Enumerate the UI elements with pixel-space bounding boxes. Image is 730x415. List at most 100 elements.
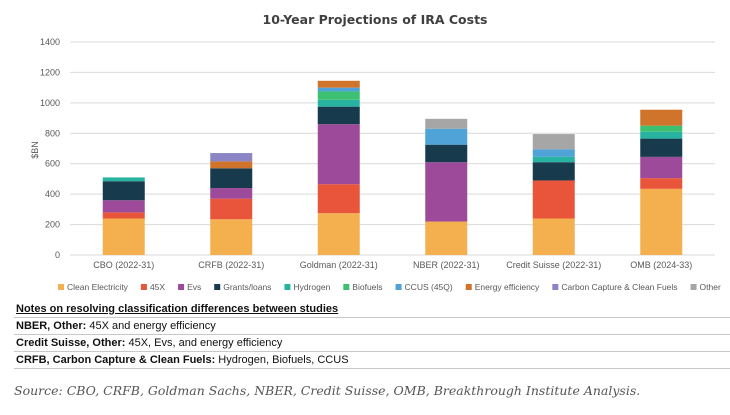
note-label: NBER, Other: <box>16 320 87 332</box>
legend-item: Biofuels <box>343 282 383 292</box>
x-tick-labels: CBO (2022-31) CRFB (2022-31) Goldman (2022… <box>93 260 692 270</box>
legend-label: 45X <box>150 282 165 292</box>
bar-stack <box>210 153 253 255</box>
bar-segment-grants-loans <box>640 138 683 157</box>
bar-segment-other <box>532 134 575 150</box>
bar-segment-clean-electricity <box>425 221 468 255</box>
x-tick-label: NBER (2022-31) <box>413 260 480 270</box>
y-tick-label: 800 <box>45 128 60 138</box>
bar-segment-hydrogen <box>532 156 575 163</box>
legend-swatch <box>343 284 350 290</box>
note-label: CRFB, Carbon Capture & Clean Fuels: <box>16 354 216 366</box>
bar-segment-45x <box>532 180 575 219</box>
bar-segment-hydrogen <box>317 99 360 107</box>
x-tick-label: OMB (2024-33) <box>630 260 692 270</box>
legend-label: Evs <box>187 282 201 292</box>
bar-segment-45x <box>317 184 360 214</box>
bar-segment-hydrogen <box>102 177 145 182</box>
bar-segment-biofuels <box>640 125 683 132</box>
legend-swatch <box>552 284 559 290</box>
note-text: Hydrogen, Biofuels, CCUS <box>215 354 349 366</box>
bar-segment-clean-electricity <box>210 219 253 255</box>
legend-swatch <box>284 284 291 290</box>
y-tick-label: 200 <box>45 220 60 230</box>
bar-segment-other <box>425 118 468 129</box>
bar-segment-grants-loans <box>425 144 468 163</box>
legend-item: Grants/loans <box>214 282 271 292</box>
note-row: NBER, Other: 45X and energy efficiency <box>14 318 730 335</box>
legend-label: Carbon Capture & Clean Fuels <box>561 282 677 292</box>
bars <box>102 80 683 255</box>
legend-swatch <box>58 284 64 290</box>
stacked-bar-chart: 10-Year Projections of IRA Costs $BN 0 20… <box>30 12 721 292</box>
legend-item: Clean Electricity <box>58 282 129 292</box>
note-text: 45X, Evs, and energy efficiency <box>125 337 283 349</box>
bar-stack <box>102 177 145 255</box>
note-row: Credit Suisse, Other: 45X, Evs, and ener… <box>14 335 730 352</box>
bar-segment-evs <box>640 156 683 179</box>
legend-swatch <box>395 284 402 290</box>
bar-segment-clean-electricity <box>532 218 575 255</box>
bar-stack <box>317 80 360 255</box>
x-tick-label: CBO (2022-31) <box>93 260 154 270</box>
source-caption: Source: CBO, CRFB, Goldman Sachs, NBER, … <box>14 383 641 398</box>
bar-segment-ccus-45q <box>532 149 575 157</box>
bar-segment-clean-electricity <box>640 188 683 255</box>
gridlines <box>70 41 715 256</box>
bar-segment-ccus-45q <box>425 128 468 145</box>
legend-item: Hydrogen <box>284 282 331 292</box>
bar-segment-clean-electricity <box>317 213 360 255</box>
bar-stack <box>425 118 468 255</box>
legend-item: CCUS (45Q) <box>395 282 453 292</box>
y-tick-label: 400 <box>45 189 60 199</box>
legend-swatch <box>178 284 185 290</box>
bar-segment-energy-efficiency <box>317 80 360 88</box>
bar-segment-45x <box>210 198 253 220</box>
legend-label: Energy efficiency <box>475 282 540 292</box>
bar-segment-energy-efficiency <box>210 161 253 169</box>
y-tick-label: 0 <box>55 250 60 260</box>
bar-segment-45x <box>640 178 683 189</box>
y-tick-label: 1000 <box>40 98 60 108</box>
x-tick-label: Goldman (2022-31) <box>300 260 378 270</box>
y-axis-label: $BN <box>30 141 40 159</box>
note-text: 45X and energy efficiency <box>86 320 216 332</box>
note-row: CRFB, Carbon Capture & Clean Fuels: Hydr… <box>14 352 730 369</box>
bar-stack <box>532 134 575 255</box>
bar-segment-evs <box>102 200 145 213</box>
legend-item: Evs <box>178 282 201 292</box>
legend-item: Energy efficiency <box>465 282 540 292</box>
legend: Clean Electricity 45X Evs Grants/loans Hydro… <box>58 282 721 292</box>
legend-item: Carbon Capture & Clean Fuels <box>552 282 678 292</box>
bar-segment-hydrogen <box>640 131 683 139</box>
bar-segment-grants-loans <box>210 168 253 189</box>
y-tick-label: 600 <box>45 159 60 169</box>
bar-segment-evs <box>317 124 360 185</box>
bar-segment-evs <box>210 188 253 199</box>
bar-stack <box>640 109 683 255</box>
legend-swatch <box>465 284 472 290</box>
notes-heading: Notes on resolving classification differ… <box>14 301 730 318</box>
bar-segment-carbon-capture-clean-fuels <box>210 153 253 162</box>
note-label: Credit Suisse, Other: <box>16 337 126 349</box>
legend-label: Biofuels <box>352 282 382 292</box>
notes-table: Notes on resolving classification differ… <box>14 301 730 369</box>
bar-segment-grants-loans <box>102 181 145 201</box>
bar-segment-45x <box>102 212 145 219</box>
legend-swatch <box>214 284 221 290</box>
legend-label: Clean Electricity <box>67 282 129 292</box>
x-tick-label: CRFB (2022-31) <box>198 260 264 270</box>
y-tick-labels: 0 200 400 600 800 1000 1200 1400 <box>40 37 60 260</box>
legend-label: Grants/loans <box>223 282 271 292</box>
bar-segment-biofuels <box>317 91 360 100</box>
legend-label: Other <box>700 282 721 292</box>
chart-title: 10-Year Projections of IRA Costs <box>263 12 488 27</box>
bar-segment-ccus-45q <box>317 87 360 92</box>
y-tick-label: 1400 <box>40 37 60 47</box>
legend-item: Other <box>690 282 721 292</box>
bar-segment-grants-loans <box>532 162 575 181</box>
legend-item: 45X <box>140 282 165 292</box>
bar-segment-energy-efficiency <box>640 109 683 126</box>
legend-label: CCUS (45Q) <box>405 282 453 292</box>
x-tick-label: Credit Suisse (2022-31) <box>506 260 601 270</box>
